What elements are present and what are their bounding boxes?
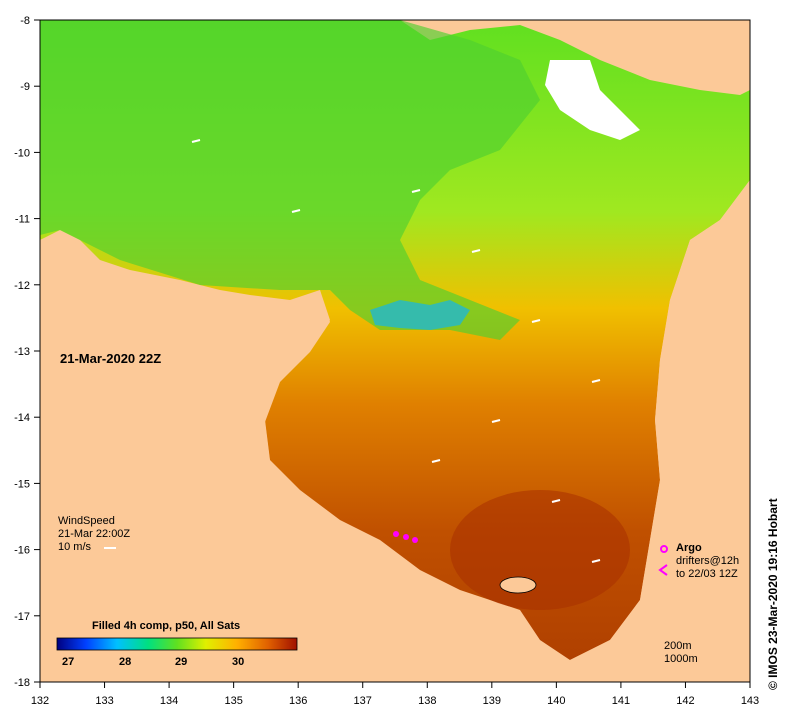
y-tick-label: -17 (14, 611, 30, 623)
depth-200: 200m (664, 640, 692, 652)
x-axis: 132 133 134 135 136 137 138 139 140 141 142 143 (31, 682, 759, 707)
y-tick-label: -18 (14, 677, 30, 689)
argo-line2: to 22/03 12Z (676, 568, 738, 580)
wind-arrow (531, 319, 541, 323)
credit-text: © IMOS 23-Mar-2020 19:16 Hobart (766, 498, 780, 690)
drifter-point (393, 531, 399, 537)
drifter-legend-symbol (658, 564, 668, 576)
wind-legend: WindSpeed 21-Mar 22:00Z 10 m/s (58, 515, 130, 554)
argo-line1: drifters@12h (676, 555, 740, 567)
colorbar-title: Filled 4h comp, p50, All Sats (92, 620, 241, 632)
x-tick-label: 140 (547, 695, 565, 707)
x-tick-label: 134 (160, 695, 178, 707)
y-tick-label: -13 (14, 346, 30, 358)
y-tick-label: -10 (14, 147, 30, 159)
y-tick-label: -8 (20, 15, 30, 27)
x-tick-label: 133 (95, 695, 113, 707)
island (499, 576, 537, 594)
x-tick-label: 132 (31, 695, 49, 707)
wind-arrow (431, 459, 441, 463)
x-tick-label: 138 (418, 695, 436, 707)
wind-arrow (411, 189, 421, 193)
depth-legend: 200m 1000m (664, 640, 698, 666)
land-east (570, 180, 750, 682)
argo-drifter-track (393, 531, 418, 543)
colorbar-tick: 29 (175, 656, 188, 668)
x-tick-label: 139 (483, 695, 501, 707)
x-tick-label: 135 (224, 695, 242, 707)
wind-vectors (191, 139, 601, 563)
land-west (40, 232, 590, 682)
drifter-point (403, 534, 409, 540)
argo-legend: Argo drifters@12h to 22/03 12Z (662, 542, 739, 581)
land-northeast (430, 20, 750, 90)
wind-arrow (591, 559, 601, 563)
cool-water-region (40, 20, 540, 340)
colorbar-tick: 28 (119, 656, 132, 668)
drifter-point (412, 537, 418, 543)
wind-time: 21-Mar 22:00Z (58, 528, 131, 540)
no-data-patch (545, 60, 640, 140)
argo-title: Argo (676, 542, 702, 554)
argo-legend-symbol (660, 545, 668, 553)
cold-patch (370, 300, 470, 330)
date-label: 21-Mar-2020 22Z (60, 351, 162, 366)
x-tick-label: 143 (741, 695, 759, 707)
wind-arrow (551, 499, 561, 503)
wind-arrow (591, 379, 601, 383)
y-tick-label: -15 (14, 478, 30, 490)
y-tick-label: -11 (15, 214, 30, 226)
x-tick-label: 137 (354, 695, 372, 707)
warm-core (450, 490, 630, 610)
wind-title: WindSpeed (58, 515, 115, 527)
y-tick-label: -14 (14, 412, 30, 424)
x-tick-label: 136 (289, 695, 307, 707)
y-axis: -8 -9 -10 -11 -12 -13 -14 -15 -16 -17 -18 (14, 15, 40, 689)
wind-arrow (291, 209, 301, 213)
x-tick-label: 142 (676, 695, 694, 707)
depth-1000: 1000m (664, 653, 698, 665)
x-tick-label: 141 (612, 695, 630, 707)
y-tick-label: -9 (20, 81, 30, 93)
colorbar (56, 637, 298, 651)
wind-arrow (191, 139, 201, 143)
colorbar-tick: 27 (62, 656, 75, 668)
wind-arrow (491, 419, 501, 423)
y-tick-label: -16 (14, 545, 30, 557)
wind-arrow (471, 249, 481, 253)
y-tick-label: -12 (14, 280, 30, 292)
colorbar-tick: 30 (232, 656, 245, 668)
wind-scale-text: 10 m/s (58, 541, 92, 553)
